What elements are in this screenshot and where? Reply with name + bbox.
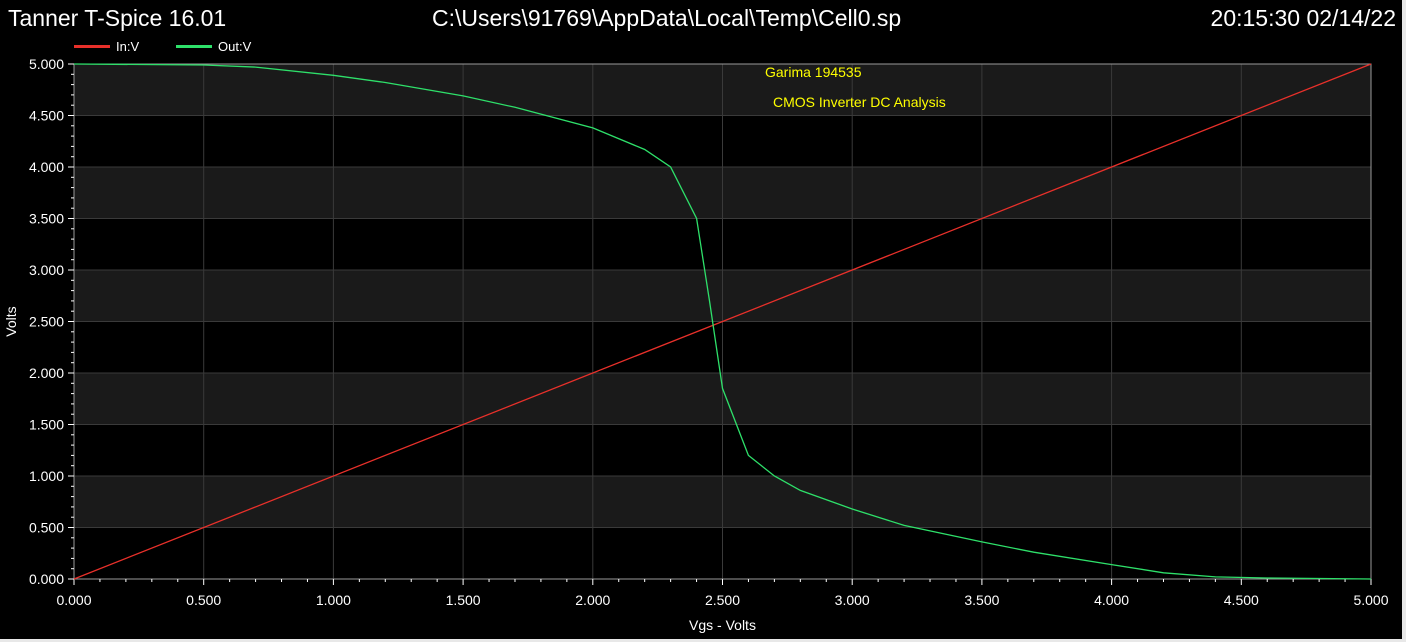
- y-tick-label: 1.500: [29, 417, 64, 433]
- window-border-bottom: [0, 639, 1406, 642]
- x-tick-label: 3.500: [964, 592, 999, 608]
- legend-swatch-in: [74, 44, 110, 48]
- x-tick-label: 5.000: [1353, 592, 1388, 608]
- y-tick-label: 0.500: [29, 520, 64, 536]
- x-tick-label: 3.000: [835, 592, 870, 608]
- y-axis-title: Volts: [3, 306, 19, 336]
- x-tick-label: 0.000: [56, 592, 91, 608]
- axis-ticks: 0.000 0.500 1.000 1.500 2.000 2.500 3.000 3.500…: [29, 56, 1389, 608]
- legend-item-in[interactable]: In:V: [74, 38, 139, 54]
- series-line-out: [73, 63, 1372, 580]
- x-tick-label: 1.500: [446, 592, 481, 608]
- app-title: Tanner T-Spice 16.01: [8, 5, 227, 31]
- x-tick-label: 1.000: [316, 592, 351, 608]
- legend-item-out[interactable]: Out:V: [176, 38, 251, 54]
- x-tick-label: 2.000: [575, 592, 610, 608]
- y-tick-label: 2.500: [29, 314, 64, 330]
- y-tick-label: 5.000: [29, 56, 64, 72]
- legend-label-out: Out:V: [218, 38, 252, 54]
- y-tick-label: 4.000: [29, 159, 64, 175]
- series-line-in: [73, 63, 1372, 580]
- y-tick-label: 2.000: [29, 365, 64, 381]
- x-tick-label: 4.500: [1224, 592, 1259, 608]
- x-tick-label: 2.500: [705, 592, 740, 608]
- y-tick-label: 4.500: [29, 108, 64, 124]
- x-tick-label: 0.500: [186, 592, 221, 608]
- x-axis-title: Vgs - Volts: [689, 617, 756, 633]
- y-tick-label: 1.000: [29, 468, 64, 484]
- annotation-title: CMOS Inverter DC Analysis: [773, 94, 946, 110]
- annotation-author: Garima 194535: [765, 64, 862, 80]
- legend-swatch-out: [176, 44, 212, 48]
- x-tick-label: 4.000: [1094, 592, 1129, 608]
- legend-label-in: In:V: [116, 38, 140, 54]
- timestamp: 20:15:30 02/14/22: [1210, 5, 1396, 31]
- series-lines: [73, 63, 1372, 580]
- file-path: C:\Users\91769\AppData\Local\Temp\Cell0.…: [432, 5, 902, 31]
- y-tick-label: 3.000: [29, 262, 64, 278]
- y-tick-label: 3.500: [29, 211, 64, 227]
- window-border-right: [1402, 0, 1406, 642]
- y-tick-label: 0.000: [29, 571, 64, 587]
